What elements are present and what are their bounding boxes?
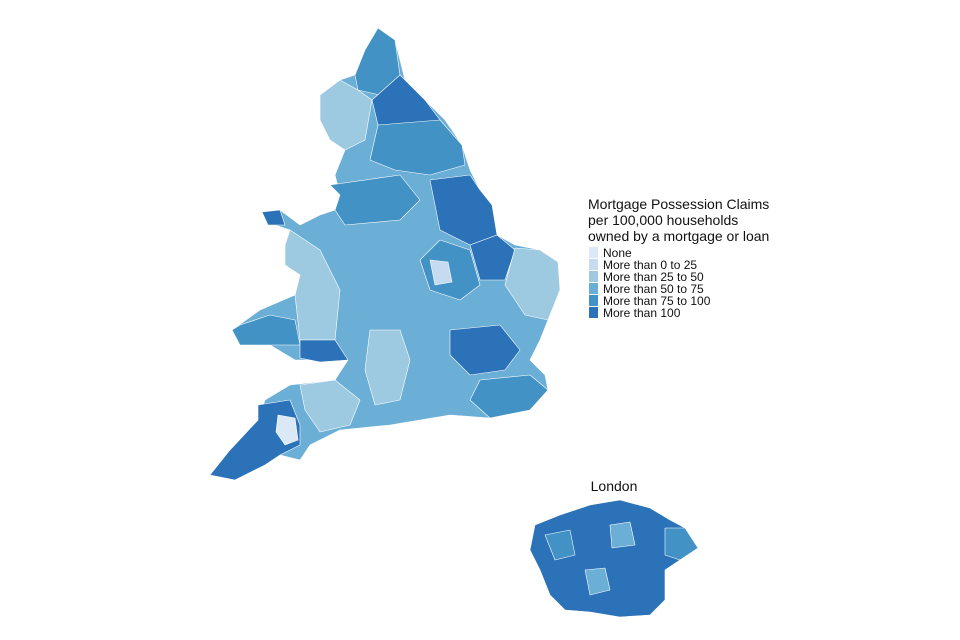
region	[354, 27, 401, 96]
legend-swatch	[589, 295, 598, 306]
legend-label: More than 25 to 50	[603, 270, 704, 284]
legend-title: Mortgage Possession Claims	[588, 196, 769, 212]
region	[231, 314, 301, 346]
legend-swatch	[589, 271, 598, 282]
region	[369, 119, 466, 176]
legend-title: owned by a mortgage or loan	[588, 228, 769, 244]
legend-swatch	[589, 307, 598, 318]
inset-title: London	[591, 478, 638, 494]
region	[469, 234, 516, 281]
region	[664, 527, 699, 561]
region	[469, 374, 549, 419]
london-inset	[529, 499, 699, 618]
legend-label: More than 100	[603, 306, 681, 320]
region	[299, 379, 361, 433]
region	[529, 499, 699, 618]
legend-swatch	[589, 247, 598, 258]
region	[584, 567, 611, 596]
legend-label: More than 50 to 75	[603, 282, 704, 296]
region	[504, 247, 561, 321]
region	[261, 209, 286, 226]
region	[609, 521, 636, 549]
legend-label: None	[603, 246, 632, 260]
region	[329, 174, 421, 226]
england-wales	[209, 27, 561, 481]
legend-title: per 100,000 households	[588, 212, 738, 228]
region	[429, 259, 453, 286]
region	[429, 174, 498, 246]
legend-label: More than 75 to 100	[603, 294, 711, 308]
region	[449, 324, 521, 376]
legend-swatch	[589, 259, 598, 270]
region	[364, 329, 411, 406]
region	[319, 79, 373, 151]
region	[544, 529, 576, 561]
region	[284, 229, 341, 341]
legend-label: More than 0 to 25	[603, 258, 697, 272]
region	[275, 414, 299, 446]
legend-swatch	[589, 283, 598, 294]
region	[299, 339, 349, 363]
